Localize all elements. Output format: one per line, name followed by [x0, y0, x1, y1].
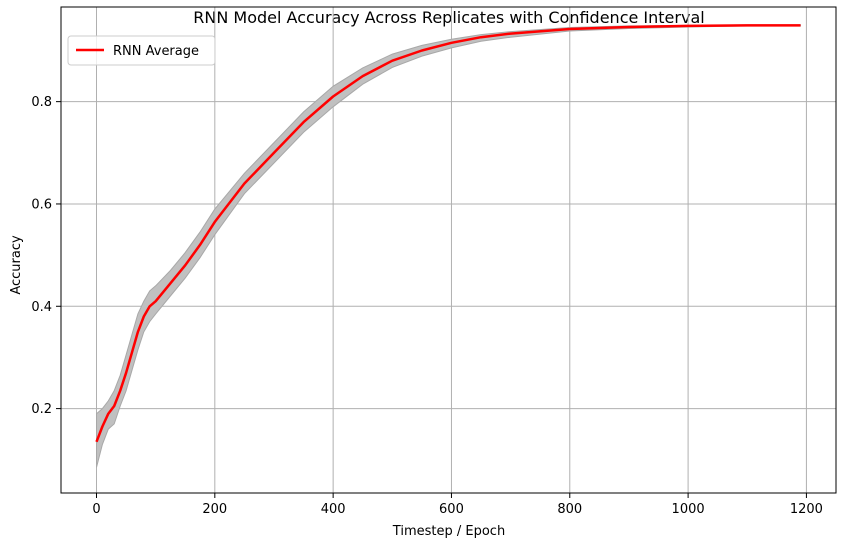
chart-title: RNN Model Accuracy Across Replicates wit… [193, 8, 704, 27]
y-axis-label: Accuracy [9, 235, 24, 295]
plot-frame [60, 6, 837, 494]
x-tick-label: 600 [439, 502, 464, 517]
y-axis-ticks: 0.2 0.4 0.6 0.8 [31, 95, 61, 417]
y-tick-label: 0.8 [31, 95, 52, 110]
confidence-band-layer [96, 24, 801, 468]
confidence-band [96, 24, 801, 468]
y-tick-label: 0.4 [31, 300, 52, 315]
series-line-layer [95, 24, 801, 443]
legend-label-rnn-average: RNN Average [113, 44, 199, 59]
x-axis-ticks: 0 200 400 600 800 1000 1200 [92, 493, 823, 517]
series-line-rnn-average [95, 24, 801, 443]
x-tick-label: 400 [321, 502, 346, 517]
y-tick-label: 0.2 [31, 402, 52, 417]
x-tick-label: 1000 [672, 502, 705, 517]
legend-box [67, 35, 216, 66]
grid-lines [61, 7, 836, 493]
legend: RNN Average [67, 35, 216, 66]
x-axis-label: Timestep / Epoch [392, 524, 505, 539]
x-tick-label: 200 [202, 502, 227, 517]
x-tick-label: 800 [557, 502, 582, 517]
x-tick-label: 1200 [790, 502, 823, 517]
y-tick-label: 0.6 [31, 197, 52, 212]
x-tick-label: 0 [92, 502, 100, 517]
